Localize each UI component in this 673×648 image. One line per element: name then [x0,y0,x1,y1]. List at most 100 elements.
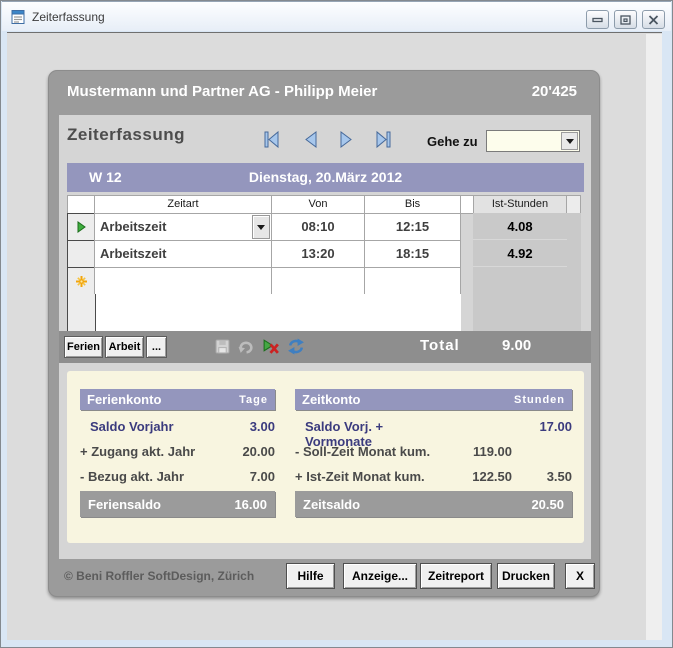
cell-bis-row1[interactable]: 12:15 [364,213,461,241]
more-button[interactable]: ... [146,336,167,358]
saldo-label: Zeitsaldo [303,496,361,512]
form-body: Zeiterfassung [59,115,591,559]
delete-record-icon [263,339,279,354]
row-value: 20.00 [242,444,275,459]
cell-zeitart-row2[interactable]: Arbeitszeit [94,240,272,268]
goto-combobox[interactable] [486,130,580,152]
ferienkonto-unit: Tage [239,393,268,406]
cell-bis-row2[interactable]: 18:15 [364,240,461,268]
anzeige-button[interactable]: Anzeige... [343,563,417,589]
goto-dropdown-button[interactable] [561,132,578,150]
selector-column-header [67,195,95,214]
ferienkonto-header: Ferienkonto Tage [80,389,275,410]
company-title: Mustermann und Partner AG - Philipp Meie… [67,83,378,100]
copyright-text: © Beni Roffler SoftDesign, Zürich [64,569,255,583]
row-value: 3.50 [546,469,572,484]
close-form-button[interactable]: X [565,563,595,589]
saldo-value: 20.50 [531,496,564,512]
toolbar: Ferien Arbeit ... [59,331,591,363]
refresh-icon [288,338,304,355]
client-area: Mustermann und Partner AG - Philipp Meie… [7,32,662,640]
zeitart-value: Arbeitszeit [100,246,167,261]
zeitkonto-row: Saldo Vorj. + Vormonate 17.00 [295,419,572,449]
ferien-button[interactable]: Ferien [64,336,103,358]
row-selector-1[interactable] [67,213,95,241]
save-icon [215,339,230,354]
column-header-bis: Bis [364,195,461,214]
cell-zeitart-row1[interactable]: Arbeitszeit [94,213,272,241]
cell-von-row2[interactable]: 13:20 [271,240,365,268]
zeitkonto-row: + Ist-Zeit Monat kum. 122.50 3.50 [295,469,572,485]
next-record-button[interactable] [337,130,359,150]
zeitart-dropdown-button[interactable] [252,215,270,239]
cell-zeitart-new[interactable] [94,267,272,295]
total-label: Total [420,337,460,354]
column-header-gap [460,195,474,214]
ferienkonto-title: Ferienkonto [87,392,162,407]
row-selector-2[interactable] [67,240,95,268]
ist-stunden-block: 4.08 4.92 [473,213,581,331]
ferienkonto-row: + Zugang akt. Jahr 20.00 [80,444,275,460]
zeitart-value: Arbeitszeit [100,219,167,234]
ist-value-row2: 4.92 [473,240,567,267]
first-record-icon [264,130,279,149]
zeitkonto-unit: Stunden [514,393,565,406]
zeitreport-button[interactable]: Zeitreport [420,563,492,589]
page-title: Zeiterfassung [67,125,185,144]
date-label: Dienstag, 20.März 2012 [248,169,403,185]
zeitkonto-box: Zeitkonto Stunden Saldo Vorj. + Vormonat… [295,371,572,543]
row-mid-value [450,419,512,435]
ist-value-row1: 4.08 [473,213,567,240]
delete-record-button[interactable] [262,338,280,356]
minimize-button[interactable] [586,10,609,29]
day-bar: W 12 Dienstag, 20.März 2012 [67,163,584,192]
window-title: Zeiterfassung [32,9,105,24]
form-header: Mustermann und Partner AG - Philipp Meie… [67,83,577,100]
employee-number: 20'425 [531,83,577,100]
cell-bis-new[interactable] [364,267,461,295]
row-value [512,444,572,460]
zeitkonto-header: Zeitkonto Stunden [295,389,572,410]
row-selector-new[interactable] [67,267,95,295]
arbeit-button[interactable]: Arbeit [105,336,144,358]
row-label: + Ist-Zeit Monat kum. [295,469,425,484]
row-label: + Zugang akt. Jahr [80,444,196,459]
bis-value: 18:15 [395,246,430,261]
row-value: 7.00 [249,469,275,484]
row-label: - Soll-Zeit Monat kum. [295,444,431,459]
chevron-down-icon [565,138,574,144]
close-button[interactable] [642,10,665,29]
first-record-button[interactable] [260,130,282,150]
row-mid-value: 122.50 [472,469,512,484]
drucken-button[interactable]: Drucken [497,563,555,589]
row-label: - Bezug akt. Jahr [80,469,185,484]
ferienkonto-box: Ferienkonto Tage Saldo Vorjahr 3.00 + Zu… [80,371,275,543]
cell-von-row1[interactable]: 08:10 [271,213,365,241]
previous-record-button[interactable] [302,130,324,150]
save-button[interactable] [214,338,232,356]
bis-value: 12:15 [395,219,430,234]
goto-label: Gehe zu [427,134,478,149]
ferienkonto-row: - Bezug akt. Jahr 7.00 [80,469,275,485]
zeitkonto-title: Zeitkonto [302,392,361,407]
column-header-zeitart: Zeitart [94,195,272,214]
undo-button[interactable] [237,338,255,356]
refresh-button[interactable] [287,338,305,356]
maximize-button[interactable] [614,10,637,29]
saldo-label: Feriensaldo [88,496,161,512]
column-header-ist: Ist-Stunden [473,195,567,214]
hilfe-button[interactable]: Hilfe [286,563,335,589]
next-record-icon [340,131,352,148]
titlebar: Zeiterfassung [2,1,671,31]
summary-panel: Ferienkonto Tage Saldo Vorjahr 3.00 + Zu… [67,371,584,543]
total-value: 9.00 [502,337,532,354]
column-header-gap2 [566,195,581,214]
zeitsaldo-bar: Zeitsaldo 20.50 [295,491,572,517]
last-record-icon [376,130,391,149]
previous-record-icon [305,131,317,148]
row-mid-value: 119.00 [472,444,512,459]
row-label: Saldo Vorj. + Vormonate [305,419,384,449]
last-record-button[interactable] [373,130,395,150]
cell-von-new[interactable] [271,267,365,295]
